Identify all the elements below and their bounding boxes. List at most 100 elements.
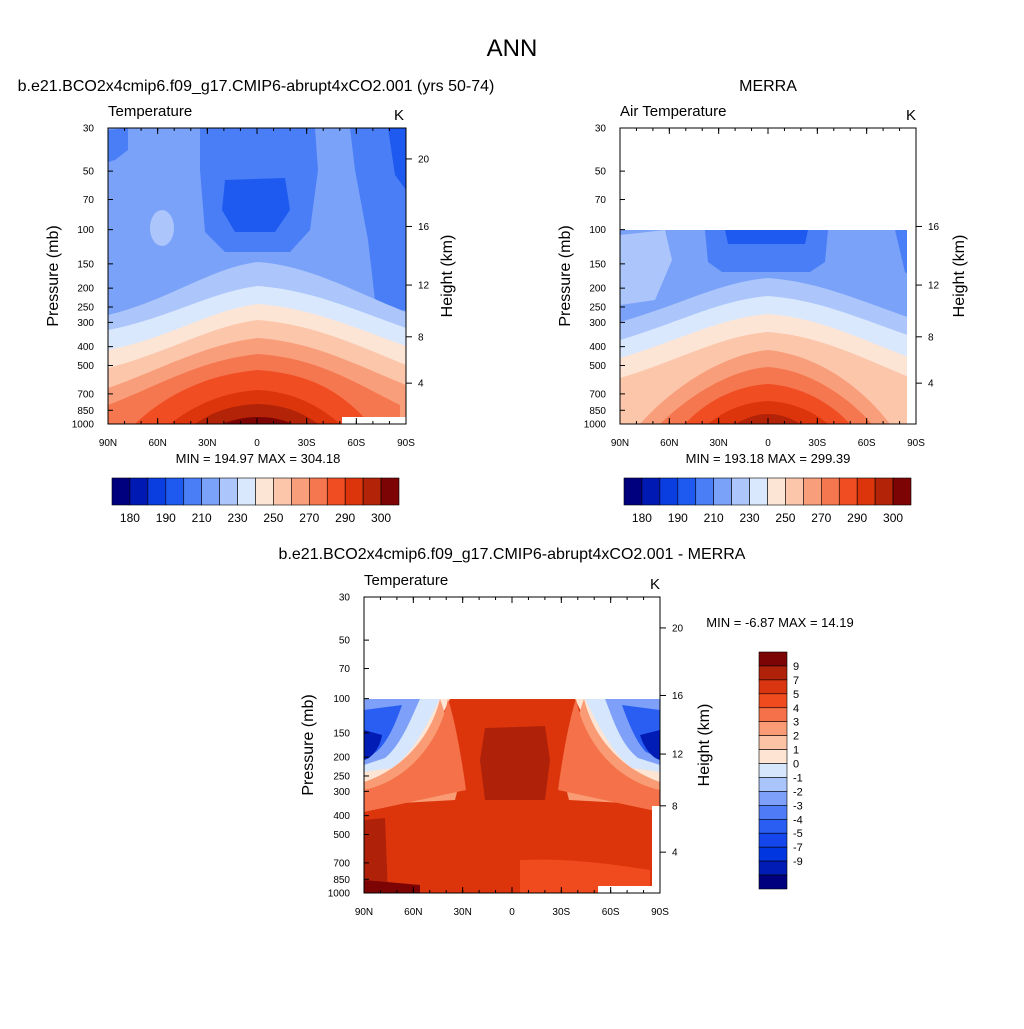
contour-level (350, 128, 406, 312)
colorbar-label: -9 (793, 856, 803, 868)
contour-level (708, 401, 828, 424)
axes: 90N 60N 30N 0 30S 60S 90S 30 50 70 100 150 200 250 300… (328, 593, 684, 919)
x-tick-label: 60S (347, 438, 365, 449)
colorbar-label: -7 (793, 842, 803, 854)
y-tick-label: 100 (589, 225, 606, 236)
colorbar-label: 270 (811, 511, 831, 525)
colorbar-swatch (758, 874, 788, 890)
colorbar-swatch (758, 693, 788, 709)
y-tick-label: 1000 (72, 420, 95, 431)
x-tick-label: 30N (709, 438, 727, 449)
y-tick-label: 250 (77, 302, 94, 313)
colorbar-label: 5 (793, 689, 799, 701)
colorbar-swatch (892, 477, 912, 506)
y-tick-label: 150 (77, 259, 94, 270)
panel-units: K (650, 576, 660, 593)
colorbar-swatch (803, 477, 822, 506)
x-tick-label: 90S (907, 438, 925, 449)
contour-level (364, 880, 420, 893)
panel-left-label: Temperature (108, 103, 192, 120)
missing-data-region (907, 230, 916, 424)
colorbar-swatch (344, 477, 364, 506)
colorbar-swatch (758, 721, 788, 736)
y-tick-label: 700 (77, 389, 94, 400)
colorbar-swatch (147, 477, 167, 506)
y2-tick-label: 12 (672, 750, 684, 761)
y2-tick-label: 4 (418, 379, 424, 390)
panel-observations: MERRA Air Temperature K 90N 60N 30N 0 30S 60S… (557, 78, 968, 525)
panel-title: b.e21.BCO2x4cmip6.f09_g17.CMIP6-abrupt4x… (279, 546, 746, 563)
contour-level (222, 178, 290, 232)
colorbar-swatch (183, 477, 202, 506)
colorbar-label: 0 (793, 759, 799, 771)
contour-level (364, 699, 466, 812)
colorbar-swatch (758, 763, 788, 778)
colorbar-swatch (758, 749, 788, 764)
x-tick-label: 90S (651, 907, 669, 918)
y-tick-label: 150 (589, 259, 606, 270)
colorbar-label: 180 (632, 511, 652, 525)
x-tick-label: 30S (808, 438, 826, 449)
y2-tick-label: 8 (418, 332, 424, 343)
missing-data-region (406, 128, 416, 424)
panel-difference: b.e21.BCO2x4cmip6.f09_g17.CMIP6-abrupt4x… (279, 546, 854, 918)
colorbar-swatch (758, 707, 788, 723)
colorbar-label: 290 (335, 511, 355, 525)
contour-level (558, 699, 660, 812)
x-tick-label: 0 (254, 438, 260, 449)
y2-tick-label: 8 (928, 332, 934, 343)
y-tick-label: 850 (333, 875, 350, 886)
y-tick-label: 700 (589, 389, 606, 400)
y-tick-label: 700 (333, 858, 350, 869)
colorbar-label: 290 (847, 511, 867, 525)
contour-level (388, 128, 406, 190)
colorbar-swatch (713, 477, 732, 506)
colorbar-label: 250 (263, 511, 283, 525)
x-tick-label: 60N (404, 907, 422, 918)
colorbar-swatch (111, 477, 131, 506)
missing-data-region (598, 886, 660, 893)
panel-units: K (906, 107, 916, 124)
contour-level (640, 730, 660, 760)
y-tick-label: 850 (77, 406, 94, 417)
colorbar-swatch (821, 477, 840, 506)
colorbar-swatch (731, 477, 750, 506)
colorbar-label: -1 (793, 772, 803, 784)
colorbar-label: 250 (775, 511, 795, 525)
axis-label-y: Pressure (mb) (557, 225, 574, 326)
y-tick-label: 1000 (328, 889, 351, 900)
colorbar-swatch (695, 477, 714, 506)
colorbar-swatch (659, 477, 679, 506)
colorbar-swatch (641, 477, 661, 506)
y-tick-label: 300 (77, 318, 94, 329)
colorbar-label: 230 (740, 511, 760, 525)
colorbar-label: 190 (156, 511, 176, 525)
y-tick-label: 70 (83, 195, 95, 206)
colorbar-swatch (758, 805, 788, 820)
contour-level (364, 818, 388, 893)
x-tick-label: 60S (858, 438, 876, 449)
colorbar-swatch (255, 477, 274, 506)
y-tick-label: 70 (595, 195, 607, 206)
colorbar-swatch (237, 477, 256, 506)
missing-data-region (342, 417, 416, 424)
axes: 90N 60N 30N 0 30S 60S 90S 30 50 70 100 150 200 250 300… (72, 124, 430, 450)
y2-tick-label: 16 (672, 691, 684, 702)
colorbar-swatch (758, 679, 788, 695)
y-tick-label: 200 (333, 753, 350, 764)
colorbar: 9 7 5 4 3 2 1 0-1 -2 -3 -4 -5 -7 -9 (758, 651, 803, 890)
y-tick-label: 300 (333, 787, 350, 798)
figure-title: ANN (487, 35, 538, 62)
y-tick-label: 300 (589, 318, 606, 329)
colorbar-swatch (758, 777, 788, 792)
y-tick-label: 100 (333, 694, 350, 705)
colorbar-swatch (380, 477, 400, 506)
colorbar-swatch (874, 477, 894, 506)
colorbar-swatch (219, 477, 238, 506)
contour-field (108, 128, 416, 424)
y-tick-label: 400 (589, 342, 606, 353)
colorbar-swatch (838, 477, 858, 506)
y-tick-label: 30 (83, 124, 95, 135)
y-tick-label: 200 (77, 284, 94, 295)
